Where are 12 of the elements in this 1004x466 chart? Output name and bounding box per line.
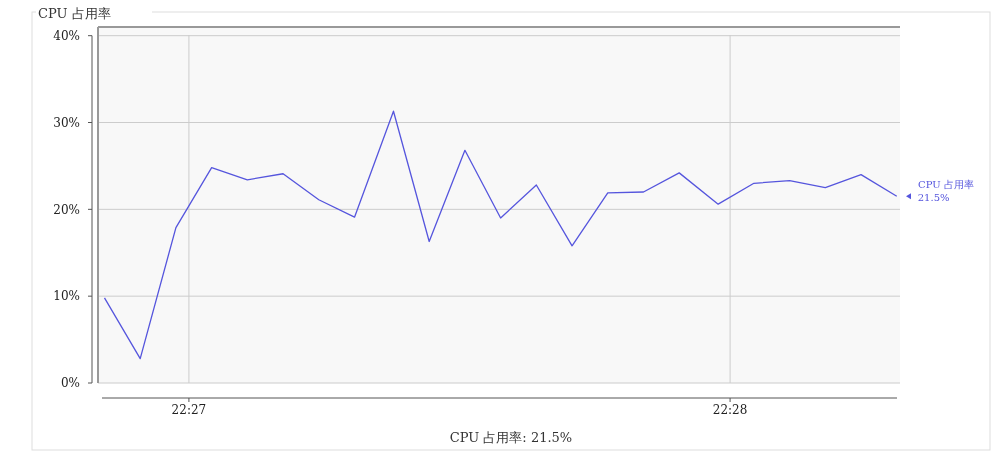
chart-title: CPU 占用率 [38, 6, 111, 21]
y-tick-label: 0% [60, 376, 80, 391]
x-tick-label: 22:27 [171, 403, 207, 417]
y-tick-label: 30% [53, 115, 80, 130]
annotation: 21.5% [917, 192, 950, 204]
x-tick-label: 22:28 [712, 403, 748, 417]
text: CPU 占用率 [918, 179, 974, 191]
y-tick-label: 10% [53, 289, 80, 304]
y-tick-label: 40% [53, 28, 80, 43]
text: CPU 占用率: 21.5% [449, 430, 573, 445]
y-tick-label: 20% [53, 202, 80, 217]
line-series [103, 110, 898, 360]
